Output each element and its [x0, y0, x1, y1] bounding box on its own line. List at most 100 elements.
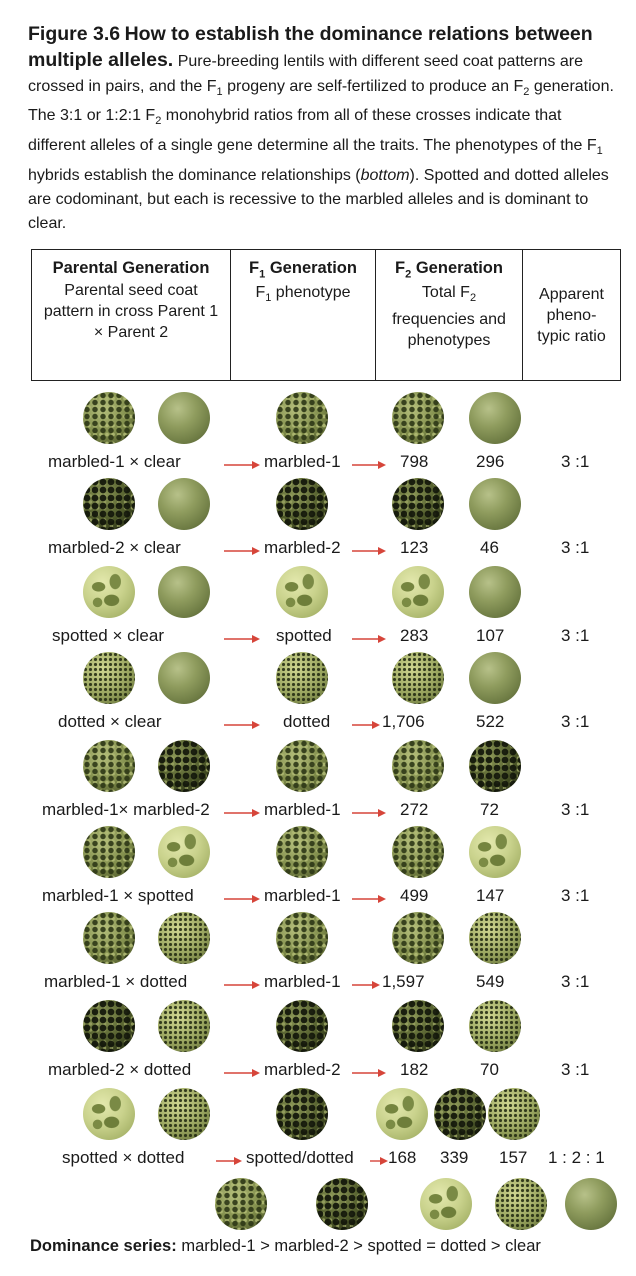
cross-label: marbled-2 × dotted	[48, 1060, 192, 1079]
f2-count: 549	[476, 972, 505, 991]
f2-seed-icon	[469, 740, 521, 792]
dominance-seed-icon	[316, 1178, 368, 1230]
f2-seed-icon	[469, 478, 521, 530]
cross-label: spotted × clear	[52, 626, 164, 645]
phenotypic-ratio: 3 :1	[561, 538, 590, 557]
f2-seed-icon	[392, 652, 444, 704]
dominance-label: Dominance series:	[30, 1237, 177, 1255]
f2-seed-icon	[392, 478, 444, 530]
dominance-seed-icon	[495, 1178, 547, 1230]
cross-label: marbled-1 × dotted	[44, 972, 188, 991]
f2-seed-icon	[488, 1088, 540, 1140]
arrow-icon	[224, 809, 260, 817]
ratio-header: Apparent pheno- typic ratio	[537, 286, 606, 345]
f2-seed-icon	[469, 566, 521, 618]
parent-1-seed-icon	[83, 740, 135, 792]
cross-row: spotted × clear spotted 283 107 3 :1	[0, 566, 636, 652]
cross-label: marbled-1 × spotted	[42, 886, 194, 905]
cross-label: marbled-1 × clear	[48, 452, 181, 471]
f1-phenotype: marbled-1	[264, 452, 341, 471]
phenotypic-ratio: 1 : 2 : 1	[548, 1148, 605, 1167]
f2-seed-icon	[469, 1000, 521, 1052]
f2-count: 46	[480, 538, 499, 557]
f2-count: 499	[400, 886, 429, 905]
f2-seed-icon	[392, 826, 444, 878]
f2-count: 147	[476, 886, 505, 905]
f1-seed-icon	[276, 566, 328, 618]
cross-row: marbled-1 × clear marbled-1 798 296 3 :1	[0, 392, 636, 478]
parent-2-seed-icon	[158, 392, 210, 444]
arrow-icon	[352, 547, 386, 555]
f1-phenotype: marbled-1	[264, 800, 341, 819]
dominance-seed-icon	[420, 1178, 472, 1230]
phenotypic-ratio: 3 :1	[561, 626, 590, 645]
f2-seed-icon	[469, 392, 521, 444]
cross-row: dotted × clear dotted 1,706 522 3 :1	[0, 652, 636, 738]
figure-number: Figure 3.6	[28, 23, 121, 45]
parent-1-seed-icon	[83, 1000, 135, 1052]
dominance-seed-icon	[215, 1178, 267, 1230]
f1-seed-icon	[276, 912, 328, 964]
cross-row: marbled-1 × dotted marbled-1 1,597 549 3 :1	[0, 912, 636, 998]
cross-label: marbled-2 × clear	[48, 538, 181, 557]
f2-seed-icon	[392, 912, 444, 964]
cross-row: marbled-1× marbled-2 marbled-1 272 72 3 :1	[0, 740, 636, 826]
arrow-icon	[352, 981, 380, 989]
f2-count: 157	[499, 1148, 528, 1167]
parent-2-seed-icon	[158, 566, 210, 618]
cross-row: marbled-1 × spotted marbled-1 499 147 3 :1	[0, 826, 636, 912]
f1-seed-icon	[276, 392, 328, 444]
arrow-icon	[224, 981, 260, 989]
f2-count: 272	[400, 800, 429, 819]
f2-seed-icon	[392, 1000, 444, 1052]
f1-phenotype: marbled-1	[264, 886, 341, 905]
f1-seed-icon	[276, 826, 328, 878]
parent-1-seed-icon	[83, 912, 135, 964]
f2-seed-icon	[392, 740, 444, 792]
arrow-icon	[352, 809, 386, 817]
f1-phenotype: marbled-2	[264, 1060, 341, 1079]
figure-caption: Figure 3.6 How to establish the dominanc…	[28, 22, 620, 237]
parent-1-seed-icon	[83, 566, 135, 618]
f2-seed-icon	[469, 826, 521, 878]
cross-label: dotted × clear	[58, 712, 162, 731]
parent-1-seed-icon	[83, 1088, 135, 1140]
parent-1-seed-icon	[83, 652, 135, 704]
phenotypic-ratio: 3 :1	[561, 712, 590, 731]
parent-2-seed-icon	[158, 826, 210, 878]
f2-count: 522	[476, 712, 505, 731]
f2-seed-icon	[434, 1088, 486, 1140]
f2-count: 798	[400, 452, 429, 471]
figure-title: How to establish the dominance relations…	[28, 23, 593, 72]
f2-count: 283	[400, 626, 429, 645]
cross-row: spotted × dotted spotted/dotted 168 339 157 1…	[0, 1088, 636, 1174]
parent-2-seed-icon	[158, 478, 210, 530]
dominance-series: Dominance series: marbled-1 > marbled-2 …	[30, 1237, 541, 1256]
cross-label: spotted × dotted	[62, 1148, 185, 1167]
f1-phenotype: spotted	[276, 626, 332, 645]
parent-2-seed-icon	[158, 652, 210, 704]
f1-phenotype: spotted/dotted	[246, 1148, 354, 1167]
dominance-seed-icon	[565, 1178, 617, 1230]
f2-seed-icon	[469, 652, 521, 704]
cross-label: marbled-1× marbled-2	[42, 800, 210, 819]
f1-phenotype: marbled-1	[264, 972, 341, 991]
arrow-icon	[216, 1157, 242, 1165]
parental-generation-header: Parental Generation Parental seed coat p…	[32, 250, 231, 380]
arrow-icon	[224, 1069, 260, 1077]
f1-phenotype: dotted	[283, 712, 331, 731]
arrow-icon	[352, 461, 386, 469]
parent-1-seed-icon	[83, 392, 135, 444]
phenotypic-ratio: 3 :1	[561, 452, 590, 471]
arrow-icon	[352, 895, 386, 903]
arrow-icon	[352, 635, 386, 643]
arrow-icon	[224, 547, 260, 555]
f1-generation-header: F1 Generation F1 phenotype	[231, 250, 376, 380]
phenotypic-ratio: 3 :1	[561, 972, 590, 991]
parent-1-seed-icon	[83, 478, 135, 530]
arrow-icon	[352, 1069, 386, 1077]
parent-2-seed-icon	[158, 1088, 210, 1140]
phenotypic-ratio: 3 :1	[561, 886, 590, 905]
f2-seed-icon	[376, 1088, 428, 1140]
f1-phenotype: marbled-2	[264, 538, 341, 557]
